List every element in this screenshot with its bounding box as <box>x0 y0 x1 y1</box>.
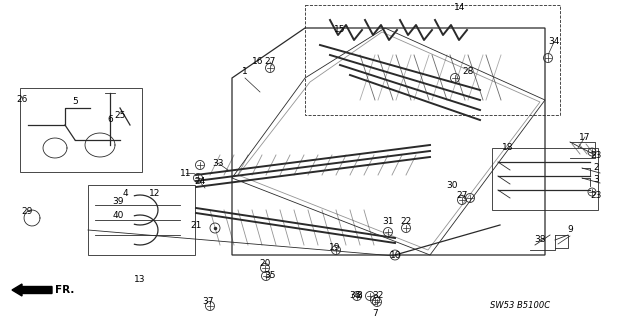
Text: 5: 5 <box>72 98 78 107</box>
Text: 29: 29 <box>22 207 32 217</box>
Text: 6: 6 <box>107 116 113 124</box>
Text: 25: 25 <box>114 110 126 119</box>
Text: 37: 37 <box>203 298 214 307</box>
Text: 3: 3 <box>593 175 599 185</box>
Text: 12: 12 <box>149 188 161 197</box>
Text: 18: 18 <box>502 142 514 151</box>
Text: 23: 23 <box>591 150 602 159</box>
Text: 27: 27 <box>457 190 468 199</box>
FancyArrow shape <box>12 284 52 296</box>
Bar <box>88 185 195 255</box>
Text: 32: 32 <box>372 292 384 300</box>
Text: 4: 4 <box>122 188 128 197</box>
Text: 30: 30 <box>446 180 458 189</box>
Text: 17: 17 <box>579 132 591 141</box>
Text: 20: 20 <box>259 259 271 268</box>
Text: 13: 13 <box>134 276 146 284</box>
Text: 26: 26 <box>17 95 28 105</box>
Text: 35: 35 <box>264 271 276 281</box>
Text: 10: 10 <box>391 251 402 260</box>
Text: 40: 40 <box>112 211 124 220</box>
Text: 1: 1 <box>242 68 248 76</box>
Text: 22: 22 <box>401 218 411 227</box>
Text: 31: 31 <box>382 218 394 227</box>
Text: 15: 15 <box>334 26 345 35</box>
Text: 28: 28 <box>462 68 474 76</box>
Text: 38: 38 <box>534 236 545 244</box>
Text: 14: 14 <box>454 4 465 12</box>
Text: 16: 16 <box>252 58 264 67</box>
Text: FR.: FR. <box>55 285 74 295</box>
Bar <box>305 5 560 115</box>
Text: 23: 23 <box>591 190 602 199</box>
Text: 36: 36 <box>349 292 361 300</box>
Text: SW53 B5100C: SW53 B5100C <box>490 300 550 309</box>
Bar <box>20 88 142 172</box>
Text: 9: 9 <box>567 226 573 235</box>
Text: 7: 7 <box>372 309 378 318</box>
Text: 2: 2 <box>593 164 599 172</box>
Text: 8: 8 <box>356 292 362 300</box>
Text: 19: 19 <box>330 244 341 252</box>
Bar <box>492 148 598 210</box>
Text: 33: 33 <box>212 158 224 167</box>
Text: 34: 34 <box>548 37 559 46</box>
Text: 24: 24 <box>194 178 206 187</box>
Text: 21: 21 <box>190 220 202 229</box>
Text: 39: 39 <box>112 197 124 206</box>
Text: 11: 11 <box>180 169 192 178</box>
Text: 27: 27 <box>264 58 276 67</box>
